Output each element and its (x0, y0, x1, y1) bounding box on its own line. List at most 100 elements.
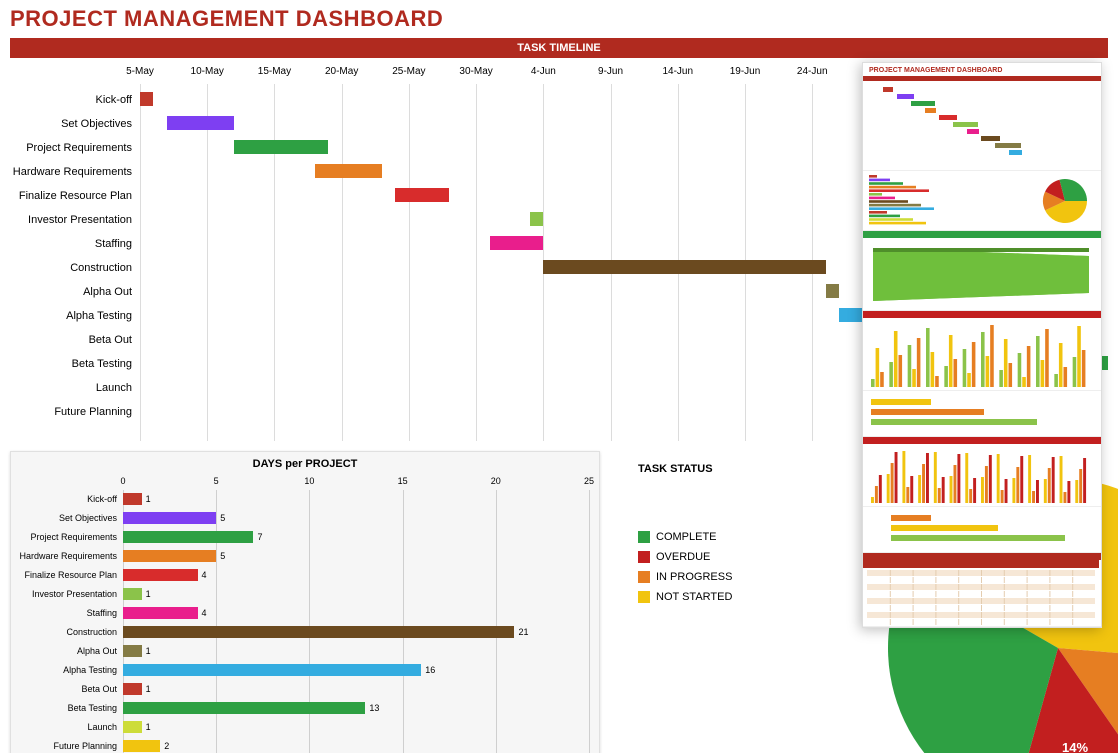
gantt-tick-label: 25-May (392, 66, 425, 77)
gantt-bar (395, 188, 449, 202)
gantt-task-label: Beta Testing (10, 352, 140, 376)
task-status-legend: COMPLETE OVERDUE IN PROGRESS NOT STARTED (638, 531, 732, 611)
dpp-value: 1 (142, 680, 151, 699)
gantt-task-label: Launch (10, 376, 140, 400)
dpp-row-label: Alpha Testing (11, 661, 123, 680)
gantt-task-label: Alpha Testing (10, 304, 140, 328)
dpp-bar (123, 626, 514, 638)
dpp-value: 7 (253, 528, 262, 547)
dpp-axis-label: 5 (214, 476, 219, 486)
dpp-axis-label: 15 (398, 476, 408, 486)
dpp-bar (123, 550, 216, 562)
thumb-panel (863, 437, 1101, 507)
gantt-bar (315, 164, 382, 178)
dpp-value: 4 (198, 604, 207, 623)
dpp-axis-label: 0 (120, 476, 125, 486)
dpp-row-label: Project Requirements (11, 528, 123, 547)
gantt-bar (826, 284, 839, 298)
thumb-panel (863, 391, 1101, 437)
gantt-task-label: Set Objectives (10, 112, 140, 136)
dpp-row-label: Hardware Requirements (11, 547, 123, 566)
thumbnail-stack: PROJECT MANAGEMENT DASHBOARD (862, 62, 1102, 628)
gantt-bar (234, 140, 328, 154)
dpp-value: 1 (142, 490, 151, 509)
gantt-bar (543, 260, 825, 274)
gantt-tick-label: 15-May (258, 66, 291, 77)
gantt-tick-label: 14-Jun (662, 66, 693, 77)
dpp-value: 13 (365, 699, 379, 718)
dpp-axis-label: 25 (584, 476, 594, 486)
gantt-task-label: Investor Presentation (10, 208, 140, 232)
days-per-project-panel: DAYS per PROJECT Kick-offSet ObjectivesP… (10, 451, 600, 753)
page-title: PROJECT MANAGEMENT DASHBOARD (10, 6, 1108, 32)
dpp-value: 5 (216, 509, 225, 528)
gantt-task-label: Hardware Requirements (10, 160, 140, 184)
dpp-row-label: Construction (11, 623, 123, 642)
gantt-tick-label: 9-Jun (598, 66, 623, 77)
thumb-panel (863, 553, 1101, 627)
dpp-bar (123, 512, 216, 524)
thumb-panel (863, 311, 1101, 391)
dpp-row-label: Set Objectives (11, 509, 123, 528)
dpp-row-label: Launch (11, 718, 123, 737)
legend-item: IN PROGRESS (638, 571, 732, 583)
dpp-axis-label: 10 (304, 476, 314, 486)
dpp-bar (123, 721, 142, 733)
dpp-row-label: Investor Presentation (11, 585, 123, 604)
dpp-row-label: Beta Out (11, 680, 123, 699)
legend-item: COMPLETE (638, 531, 732, 543)
legend-label: COMPLETE (656, 531, 717, 543)
days-per-project-title: DAYS per PROJECT (11, 452, 599, 470)
gantt-tick-label: 10-May (191, 66, 224, 77)
dpp-row-label: Finalize Resource Plan (11, 566, 123, 585)
dpp-bar (123, 607, 198, 619)
dpp-bar (123, 588, 142, 600)
gantt-bar (167, 116, 234, 130)
pie-slice-label: 14% (1062, 740, 1088, 753)
dpp-bar (123, 740, 160, 752)
dpp-value: 4 (198, 566, 207, 585)
dpp-value: 1 (142, 642, 151, 661)
gantt-task-label: Kick-off (10, 88, 140, 112)
gantt-bar (530, 212, 543, 226)
dpp-value: 5 (216, 547, 225, 566)
legend-swatch (638, 551, 650, 563)
dpp-row-label: Kick-off (11, 490, 123, 509)
gantt-tick-label: 4-Jun (531, 66, 556, 77)
gantt-task-label: Construction (10, 256, 140, 280)
timeline-banner: TASK TIMELINE (10, 38, 1108, 58)
thumb-panel (863, 507, 1101, 553)
dpp-bar (123, 683, 142, 695)
dpp-value: 16 (421, 661, 435, 680)
dpp-axis-label: 20 (491, 476, 501, 486)
dpp-row-label: Beta Testing (11, 699, 123, 718)
legend-item: NOT STARTED (638, 591, 732, 603)
gantt-task-label: Finalize Resource Plan (10, 184, 140, 208)
gantt-tick-label: 19-Jun (730, 66, 761, 77)
thumb-panel (863, 231, 1101, 311)
dpp-bar (123, 702, 365, 714)
legend-swatch (638, 591, 650, 603)
legend-label: IN PROGRESS (656, 571, 732, 583)
gantt-tick-label: 5-May (126, 66, 154, 77)
dpp-value: 2 (160, 737, 169, 753)
gantt-task-label: Staffing (10, 232, 140, 256)
dpp-bar (123, 664, 421, 676)
gantt-bar (490, 236, 544, 250)
gantt-tick-label: 24-Jun (797, 66, 828, 77)
thumb-header: PROJECT MANAGEMENT DASHBOARD (863, 63, 1101, 81)
dpp-row-label: Alpha Out (11, 642, 123, 661)
dpp-value: 1 (142, 718, 151, 737)
thumb-panel (863, 81, 1101, 171)
legend-swatch (638, 571, 650, 583)
legend-item: OVERDUE (638, 551, 732, 563)
dpp-value: 1 (142, 585, 151, 604)
gantt-task-label: Project Requirements (10, 136, 140, 160)
legend-swatch (638, 531, 650, 543)
gantt-tick-label: 20-May (325, 66, 358, 77)
gantt-task-label: Future Planning (10, 400, 140, 424)
dpp-bar (123, 645, 142, 657)
gantt-task-label: Alpha Out (10, 280, 140, 304)
dpp-bar (123, 493, 142, 505)
thumb-panel (863, 171, 1101, 231)
